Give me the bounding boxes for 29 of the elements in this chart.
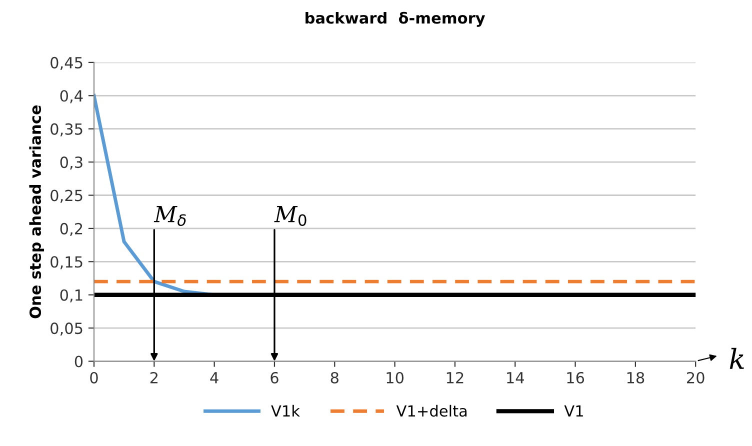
x-tick-label: 0 [90, 372, 98, 384]
chart-title: backward δ-memory [306, 12, 486, 27]
y-tick-label: 0,3 [60, 156, 82, 170]
annotation: M$_{δ}$ [154, 206, 186, 226]
x-tick-label: 8 [330, 372, 338, 384]
y-axis-title: One step ahead variance [29, 105, 44, 318]
x-tick-label: 4 [210, 372, 218, 384]
legend-label: V1+delta [396, 404, 467, 417]
x-tick-label: 10 [386, 372, 404, 384]
legend-label: V1 [564, 405, 583, 416]
x-tick-label: 2 [150, 372, 158, 384]
y-tick-label: 0,35 [50, 123, 82, 136]
x-tick-label: 18 [627, 372, 644, 384]
annotation: M$_{0}$ [274, 206, 306, 226]
y-tick-label: 0,2 [60, 222, 82, 236]
y-tick-label: 0,4 [60, 90, 83, 104]
legend-label: V1k [271, 404, 300, 416]
y-tick-label: 0,25 [50, 190, 82, 203]
x-axis-title: k [730, 348, 744, 369]
x-tick-label: 6 [270, 372, 278, 384]
x-tick-label: 16 [567, 372, 584, 384]
x-tick-label: 14 [507, 372, 524, 384]
x-tick-label: 20 [687, 372, 704, 384]
y-tick-label: 0 [74, 356, 83, 368]
y-tick-label: 0,05 [50, 322, 82, 336]
x-tick-label: 12 [446, 372, 464, 384]
y-tick-label: 0,45 [50, 56, 82, 70]
y-tick-label: 0,15 [50, 256, 82, 270]
y-tick-label: 0,1 [60, 289, 82, 302]
